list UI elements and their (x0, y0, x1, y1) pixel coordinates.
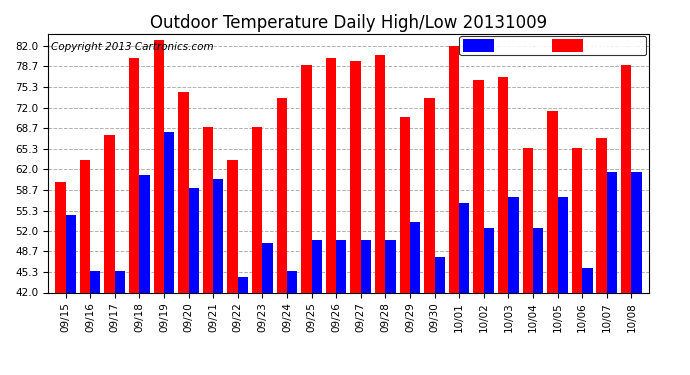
Bar (473, 80, 484, 375)
Text: Copyright 2013 Cartronics.com: Copyright 2013 Cartronics.com (51, 42, 214, 51)
Bar (115, 271, 125, 375)
Bar (129, 58, 139, 375)
Title: Outdoor Temperature Daily High/Low 20131009: Outdoor Temperature Daily High/Low 20131… (150, 14, 547, 32)
Bar (596, 138, 607, 375)
Bar (522, 148, 533, 375)
Bar (509, 197, 519, 375)
Bar (424, 99, 435, 375)
Bar (385, 240, 395, 375)
Bar (607, 172, 617, 375)
Bar (484, 228, 494, 375)
Bar (164, 132, 175, 375)
Bar (375, 56, 385, 375)
Bar (302, 64, 312, 375)
Bar (498, 77, 509, 375)
Bar (203, 128, 213, 375)
Legend: Low  (°F), High  (°F): Low (°F), High (°F) (460, 36, 647, 56)
Bar (435, 257, 445, 375)
Bar (459, 203, 469, 375)
Bar (188, 188, 199, 375)
Bar (400, 117, 410, 375)
Bar (410, 222, 420, 375)
Bar (533, 228, 543, 375)
Bar (326, 58, 336, 375)
Bar (631, 172, 642, 375)
Bar (558, 197, 568, 375)
Bar (621, 64, 631, 375)
Bar (139, 176, 150, 375)
Bar (213, 178, 224, 375)
Bar (547, 111, 558, 375)
Bar (55, 182, 66, 375)
Bar (312, 240, 322, 375)
Bar (238, 277, 248, 375)
Bar (582, 268, 593, 375)
Bar (262, 243, 273, 375)
Bar (104, 135, 115, 375)
Bar (361, 240, 371, 375)
Bar (228, 160, 238, 375)
Bar (178, 92, 188, 375)
Bar (572, 148, 582, 375)
Bar (336, 240, 346, 375)
Bar (90, 271, 101, 375)
Bar (277, 99, 287, 375)
Bar (154, 40, 164, 375)
Bar (66, 216, 76, 375)
Bar (80, 160, 90, 375)
Bar (287, 271, 297, 375)
Bar (448, 46, 459, 375)
Bar (351, 62, 361, 375)
Bar (252, 128, 262, 375)
